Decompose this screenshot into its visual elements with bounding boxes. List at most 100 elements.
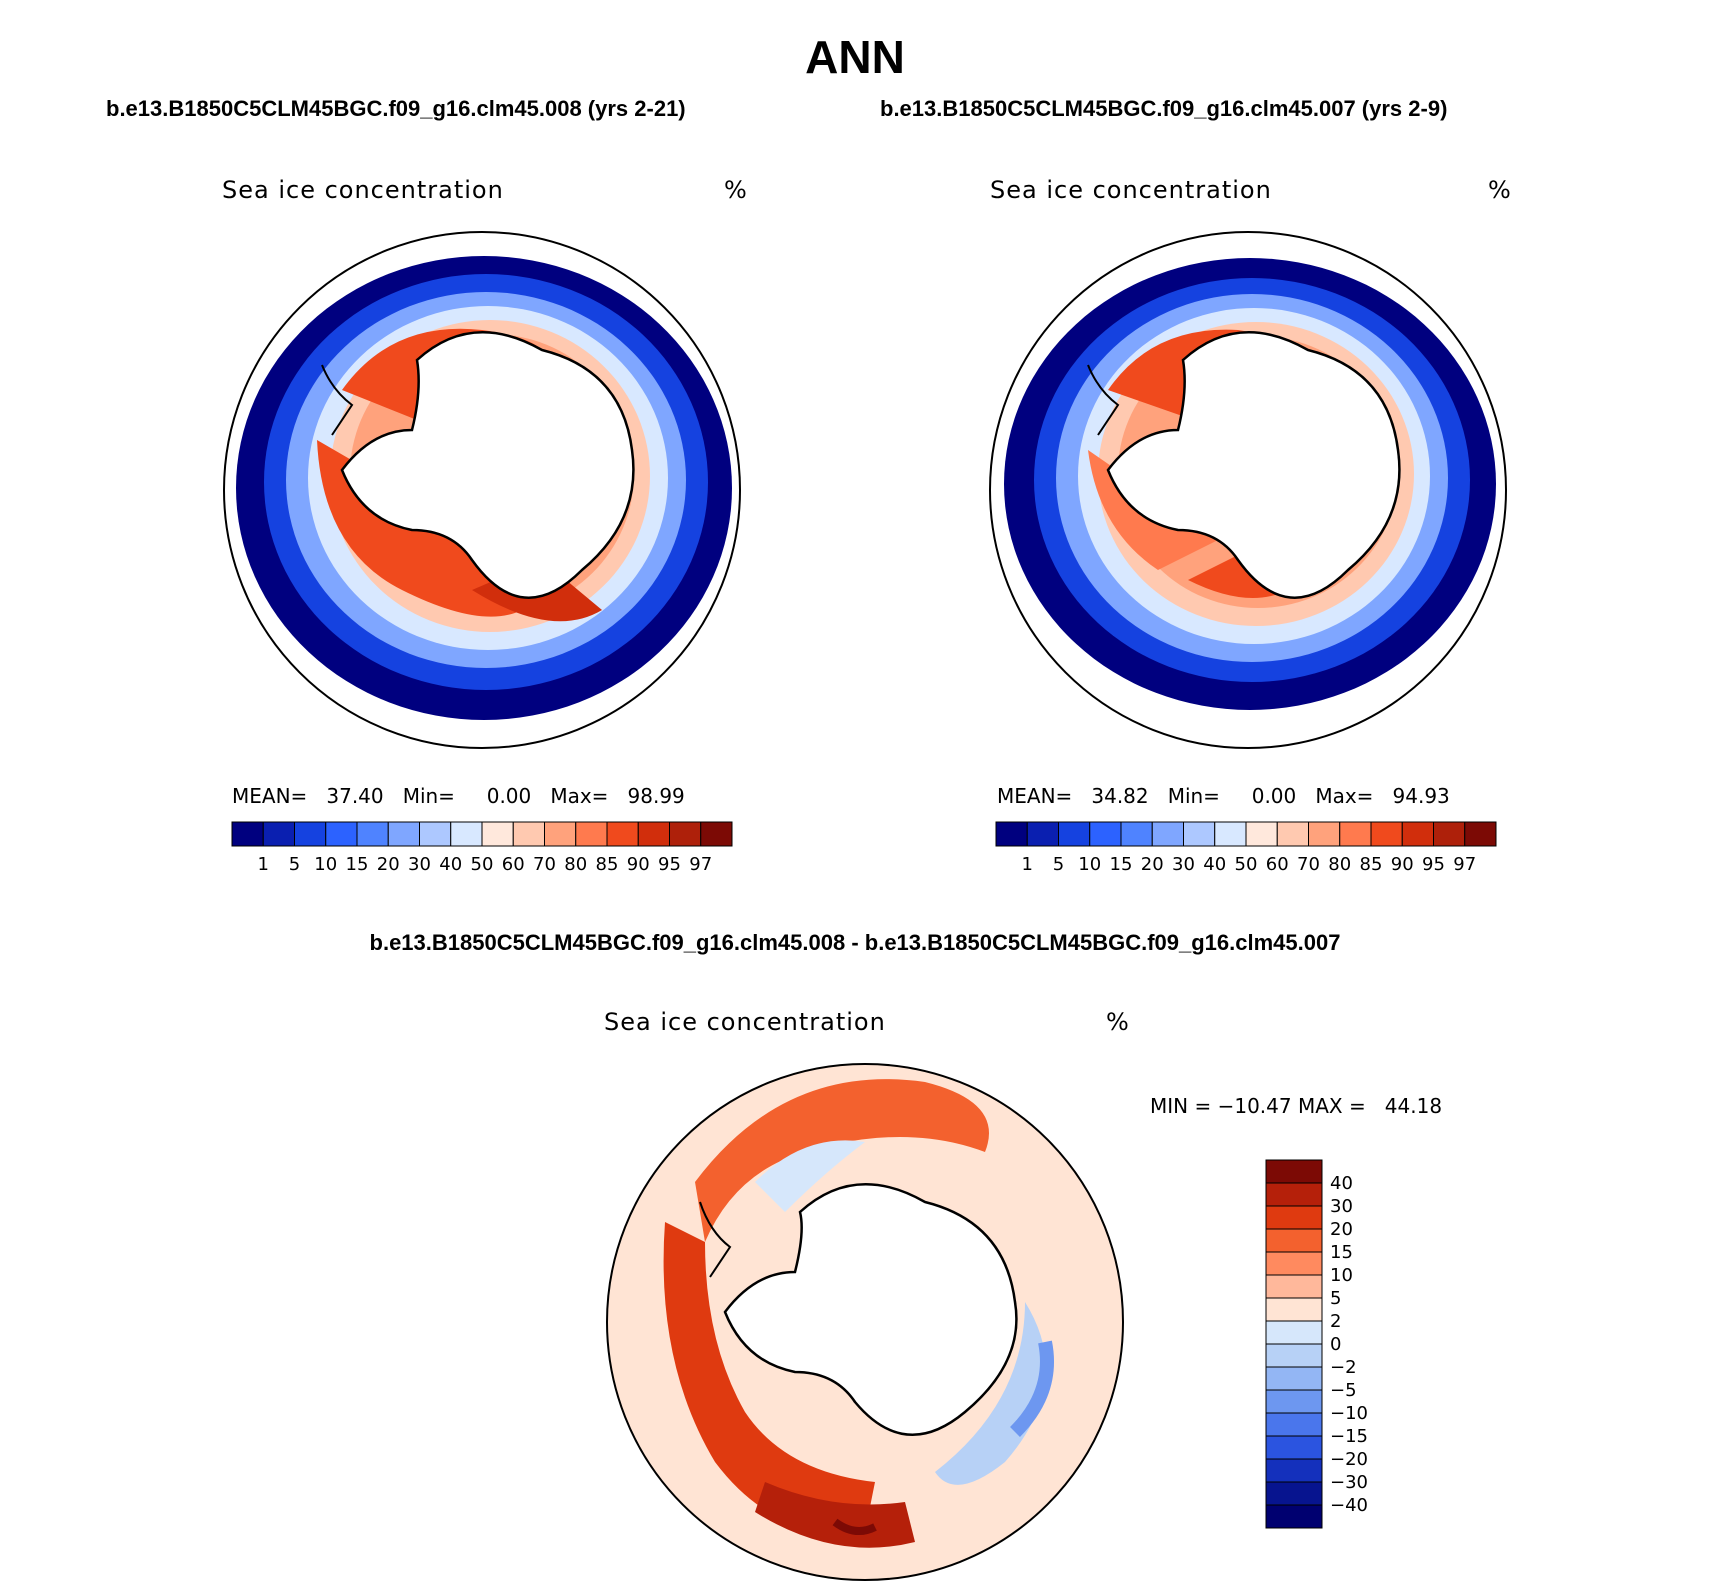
colorbar-panel-1: 1 5 10 15 20 30 40 50 60 70 80 85 90 95 97 [231, 821, 733, 875]
colorbar1-tick-label: 15 [346, 854, 369, 875]
colorbar2-tick-label: 85 [1360, 854, 1383, 875]
colorbar1-tick-label: 90 [627, 854, 650, 875]
case2-title: b.e13.B1850C5CLM45BGC.f09_g16.clm45.007 … [880, 96, 1448, 121]
panel1-units-label: % [724, 176, 748, 204]
colorbar2-swatch [1151, 821, 1184, 847]
colorbar2-swatch [1026, 821, 1059, 847]
colorbar1-swatch [669, 821, 702, 847]
colorbar2-swatch [1058, 821, 1091, 847]
colorbar3-tick-label: −15 [1330, 1426, 1368, 1447]
colorbar2-swatch [1276, 821, 1309, 847]
colorbar3-tick-label: −40 [1330, 1495, 1368, 1516]
colorbar3-tick-label: −10 [1330, 1403, 1368, 1424]
colorbar3-swatch [1265, 1343, 1323, 1368]
panel1-variable-label: Sea ice concentration [222, 176, 504, 204]
diff-variable-label: Sea ice concentration [604, 1008, 886, 1036]
diff-stats: MIN = −10.47 MAX = 44.18 [1150, 1094, 1443, 1118]
colorbar3-tick-label: 2 [1330, 1311, 1341, 1332]
colorbar3-tick-label: −2 [1330, 1357, 1357, 1378]
colorbar3-tick-label: 0 [1330, 1334, 1341, 1355]
colorbar1-tick-label: 80 [564, 854, 587, 875]
map-panel-1 [223, 231, 741, 749]
colorbar2-swatch [1339, 821, 1372, 847]
map-panel-2 [989, 231, 1507, 749]
colorbar1-tick-label: 10 [314, 854, 337, 875]
colorbar1-tick-label: 85 [596, 854, 619, 875]
colorbar1-tick-label: 1 [258, 854, 269, 875]
colorbar1-swatch [575, 821, 608, 847]
colorbar2-swatch [1089, 821, 1122, 847]
colorbar1-tick-label: 30 [408, 854, 431, 875]
colorbar3-swatch [1265, 1412, 1323, 1437]
colorbar3-swatch [1265, 1366, 1323, 1391]
colorbar3-tick-label: 15 [1330, 1242, 1353, 1263]
colorbar3-swatch [1265, 1481, 1323, 1506]
colorbar1-tick-label: 60 [502, 854, 525, 875]
colorbar2-swatch [1245, 821, 1278, 847]
panel2-stats: MEAN= 34.82 Min= 0.00 Max= 94.93 [997, 784, 1450, 808]
colorbar3-tick-label: 40 [1330, 1173, 1353, 1194]
colorbar3-swatch [1265, 1228, 1323, 1253]
colorbar1-swatch [606, 821, 639, 847]
colorbar1-tick-label: 5 [289, 854, 300, 875]
colorbar2-tick-label: 15 [1110, 854, 1133, 875]
colorbar-panel-2: 1 5 10 15 20 30 40 50 60 70 80 85 90 95 97 [995, 821, 1497, 875]
colorbar1-swatch [637, 821, 670, 847]
diff-units-label: % [1106, 1008, 1130, 1036]
colorbar2-tick-label: 50 [1235, 854, 1258, 875]
colorbar2-swatch [1464, 821, 1497, 847]
colorbar2-tick-label: 90 [1391, 854, 1414, 875]
colorbar3-swatch [1265, 1274, 1323, 1299]
figure-title: ANN [805, 31, 905, 83]
colorbar2-swatch [1401, 821, 1434, 847]
colorbar3-tick-label: 5 [1330, 1288, 1341, 1309]
colorbar3-swatch [1265, 1182, 1323, 1207]
colorbar1-swatch [512, 821, 545, 847]
colorbar2-tick-label: 40 [1203, 854, 1226, 875]
colorbar1-tick-label: 70 [533, 854, 556, 875]
colorbar3-tick-label: −5 [1330, 1380, 1357, 1401]
map-panel-difference [606, 1063, 1124, 1581]
colorbar1-swatch [294, 821, 327, 847]
colorbar1-swatch [450, 821, 483, 847]
colorbar3-swatch [1265, 1159, 1323, 1184]
colorbar2-tick-label: 30 [1172, 854, 1195, 875]
colorbar2-swatch [1370, 821, 1403, 847]
colorbar3-swatch [1265, 1251, 1323, 1276]
colorbar3-swatch [1265, 1435, 1323, 1460]
sea-ice-field-1 [224, 232, 740, 748]
colorbar1-swatch [231, 821, 264, 847]
colorbar1-tick-label: 97 [689, 854, 712, 875]
case1-title: b.e13.B1850C5CLM45BGC.f09_g16.clm45.008 … [106, 96, 686, 121]
colorbar1-swatch [325, 821, 358, 847]
colorbar2-swatch [1433, 821, 1466, 847]
colorbar2-tick-label: 1 [1022, 854, 1033, 875]
colorbar3-tick-label: 30 [1330, 1196, 1353, 1217]
colorbar2-tick-label: 95 [1422, 854, 1445, 875]
colorbar1-swatch [700, 821, 733, 847]
sea-ice-field-2 [990, 232, 1506, 748]
panel1-stats: MEAN= 37.40 Min= 0.00 Max= 98.99 [232, 784, 685, 808]
colorbar2-tick-label: 80 [1328, 854, 1351, 875]
colorbar3-swatch [1265, 1297, 1323, 1322]
colorbar2-tick-label: 5 [1053, 854, 1064, 875]
colorbar1-swatch [356, 821, 389, 847]
colorbar1-tick-label: 95 [658, 854, 681, 875]
panel2-units-label: % [1488, 176, 1512, 204]
colorbar2-swatch [1183, 821, 1216, 847]
colorbar1-tick-label: 40 [439, 854, 462, 875]
colorbar1-tick-label: 50 [471, 854, 494, 875]
colorbar2-tick-label: 20 [1141, 854, 1164, 875]
colorbar2-tick-label: 60 [1266, 854, 1289, 875]
colorbar2-tick-label: 10 [1078, 854, 1101, 875]
colorbar1-tick-label: 20 [377, 854, 400, 875]
colorbar2-swatch [1120, 821, 1153, 847]
panel2-variable-label: Sea ice concentration [990, 176, 1272, 204]
colorbar1-swatch [419, 821, 452, 847]
colorbar1-swatch [481, 821, 514, 847]
colorbar2-swatch [995, 821, 1028, 847]
difference-title: b.e13.B1850C5CLM45BGC.f09_g16.clm45.008 … [369, 930, 1341, 955]
colorbar3-swatch [1265, 1458, 1323, 1483]
colorbar1-swatch [387, 821, 420, 847]
